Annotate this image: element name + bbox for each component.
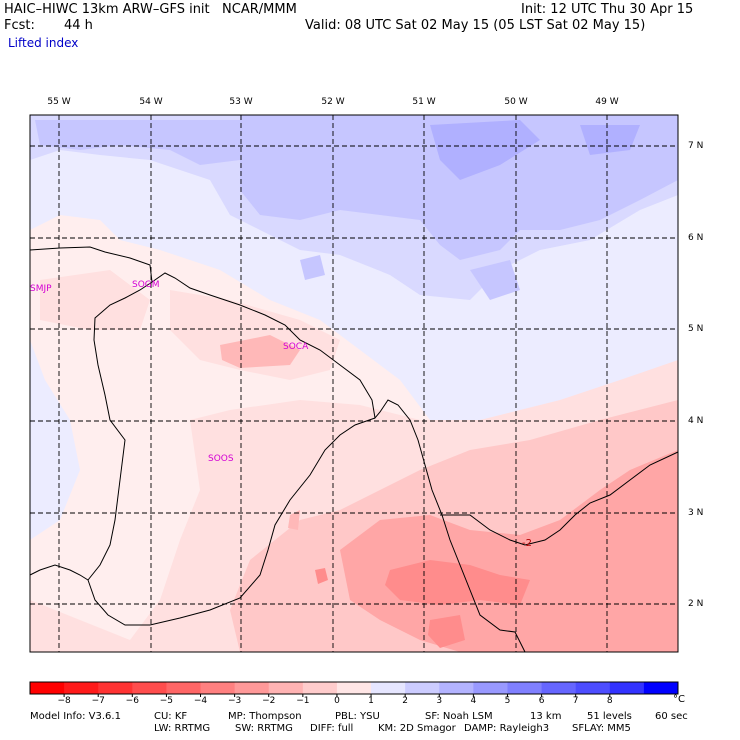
microphysics-scheme: MP: Thompson: [228, 711, 302, 722]
colorbar-tick-label: −6: [125, 696, 139, 706]
lat-label: 2 N: [688, 599, 704, 609]
lat-lon-grid: [30, 115, 678, 652]
colorbar-tick-label: 0: [334, 696, 340, 706]
colorbar-swatch: [439, 682, 474, 694]
lat-label: 6 N: [688, 233, 704, 243]
longwave-scheme: LW: RRTMG: [154, 723, 211, 734]
pbl-scheme: PBL: YSU: [335, 711, 380, 722]
colorbar-swatch: [507, 682, 543, 694]
station-label: SMJP: [30, 284, 52, 294]
colorbar-tick-label: 4: [470, 696, 477, 706]
colorbar-tick-label: −1: [296, 696, 310, 706]
lat-label: 3 N: [688, 508, 704, 518]
map-frame: [29, 114, 679, 653]
init-time: Init: 12 UTC Thu 30 Apr 15: [521, 2, 694, 17]
valid-time: Valid: 08 UTC Sat 02 May 15 (05 LST Sat …: [305, 18, 646, 33]
colorbar-tick-label: 3: [436, 696, 443, 706]
colorbar-tick-label: −8: [57, 696, 71, 706]
lon-label: 53 W: [229, 97, 253, 107]
colorbar-tick-label: −5: [159, 696, 174, 706]
colorbar-tick-label: 1: [368, 696, 374, 706]
field-name: Lifted index: [8, 36, 79, 50]
colorbar-swatch: [302, 682, 338, 694]
colorbar-swatch: [575, 682, 611, 694]
colorbar-swatch: [30, 682, 65, 694]
colorbar-tick-label: 2: [402, 696, 409, 706]
lon-label: 50 W: [504, 97, 528, 107]
cumulus-scheme: CU: KF: [154, 711, 188, 722]
lon-label: 55 W: [47, 97, 71, 107]
colorbar-swatch: [541, 682, 577, 694]
colorbar-tick-label: 8: [606, 696, 613, 706]
model-info: Model Info: V3.6.1: [30, 711, 121, 722]
colorbar-tick-label: 5: [504, 696, 511, 706]
colorbar-swatch: [234, 682, 270, 694]
resolution: 13 km: [530, 711, 562, 722]
lat-label: 5 N: [688, 324, 704, 334]
shortwave-scheme: SW: RRTMG: [235, 723, 293, 734]
colorbar-tick-label: −7: [91, 696, 105, 706]
vertical-levels: 51 levels: [587, 711, 632, 722]
station-label: SOOS: [208, 454, 234, 464]
km-option: KM: 2D Smagor: [378, 723, 456, 734]
colorbar-tick-label: −3: [227, 696, 242, 706]
time-step: 60 sec: [655, 711, 688, 722]
colorbar-swatch: [166, 682, 202, 694]
colorbar-tick-label: 6: [538, 696, 545, 706]
colorbar: [29, 681, 679, 697]
colorbar-swatch: [132, 682, 167, 694]
station-label: SOGM: [132, 280, 160, 290]
station-markers: SMJP SOGM SOCA SOOS: [30, 280, 309, 464]
colorbar-frame: [29, 681, 679, 695]
forecast-hour: 44 h: [64, 18, 93, 33]
coastline: [29, 246, 679, 653]
surface-scheme: SF: Noah LSM: [425, 711, 493, 722]
colorbar-swatch: [336, 682, 372, 694]
colorbar-tick-label: −2: [262, 696, 276, 706]
colorbar-swatch: [200, 682, 236, 694]
lifted-index-field: [30, 115, 678, 652]
border-lines: [29, 281, 376, 626]
damping-option: DAMP: Rayleigh3: [464, 723, 550, 734]
lon-label: 49 W: [595, 97, 619, 107]
lon-label: 51 W: [412, 97, 436, 107]
colorbar-swatch: [643, 682, 679, 694]
contour-label: -2: [522, 538, 532, 549]
lon-label: 52 W: [321, 97, 345, 107]
colorbar-tick-label: 7: [572, 696, 579, 706]
colorbar-tick-label: −4: [193, 696, 208, 706]
plot-title: HAIC–HIWC 13km ARW–GFS init NCAR/MMM: [4, 2, 297, 17]
colorbar-swatch: [64, 682, 99, 694]
lat-label: 4 N: [688, 416, 704, 426]
colorbar-swatch: [609, 682, 645, 694]
colorbar-swatch: [473, 682, 508, 694]
surface-layer-scheme: SFLAY: MM5: [572, 723, 631, 734]
lat-label: 7 N: [688, 141, 704, 151]
diffusion-option: DIFF: full: [310, 723, 354, 734]
lon-label: 54 W: [139, 97, 163, 107]
colorbar-swatch: [371, 682, 406, 694]
colorbar-swatch: [268, 682, 304, 694]
colorbar-swatch: [98, 682, 133, 694]
colorbar-swatch: [405, 682, 440, 694]
forecast-label: Fcst:: [4, 18, 35, 33]
station-label: SOCA: [283, 342, 309, 352]
colorbar-unit: °C: [673, 694, 685, 705]
